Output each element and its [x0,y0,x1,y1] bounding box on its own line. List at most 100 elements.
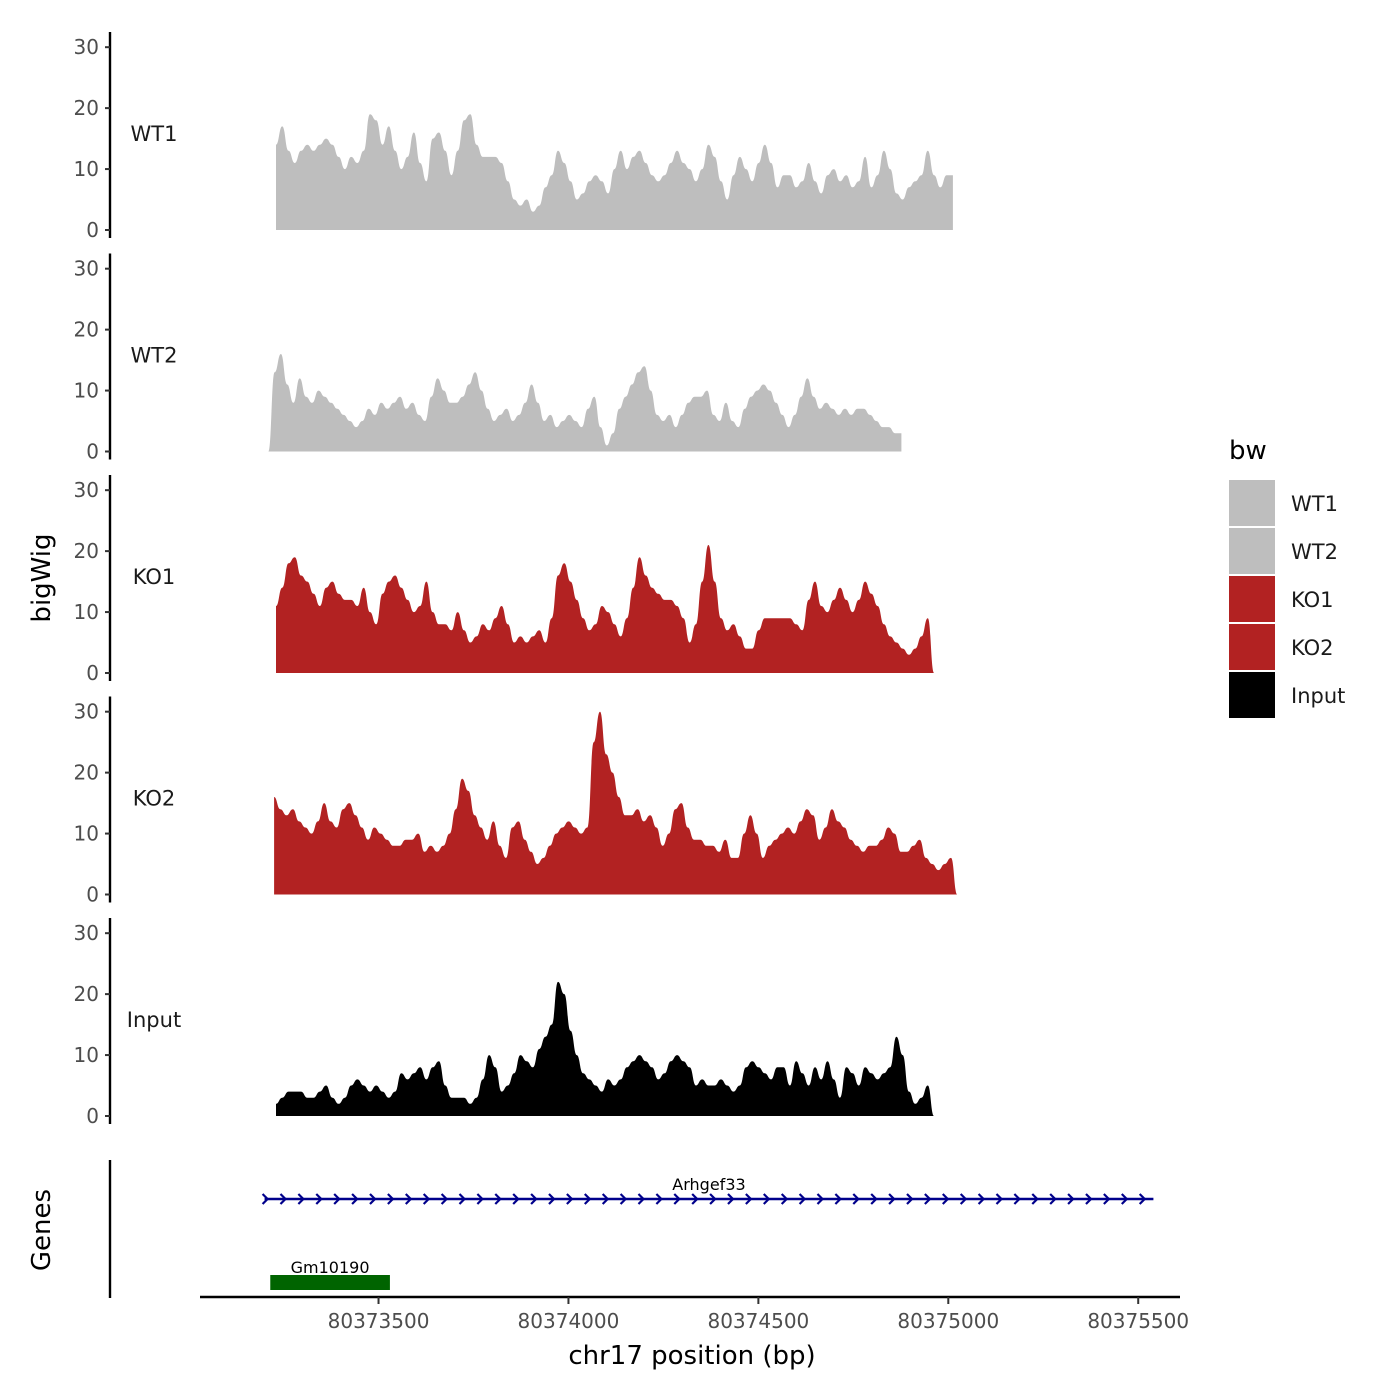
strand-arrow [566,1193,574,1205]
legend-swatch [1229,528,1275,574]
legend-label: KO1 [1291,588,1334,612]
strand-arrow [673,1193,681,1205]
track-wt1: 0 10 20 30 WT1 [74,32,953,242]
legend-item-wt2: WT2 [1229,528,1338,574]
strand-arrow [619,1193,628,1205]
legend-swatch [1229,480,1275,526]
legend-item-ko2: KO2 [1229,624,1334,670]
strand-arrow [691,1193,699,1205]
y-tick-label: 10 [74,1043,99,1067]
track-label-ko2: KO2 [133,787,176,811]
strand-arrow [977,1193,986,1205]
strand-arrow [583,1193,592,1205]
y-tick-label: 30 [74,478,99,502]
y-tick-label: 30 [74,35,99,59]
y-tick-label: 0 [86,883,99,907]
strand-arrow [387,1193,395,1205]
legend: bw WT1 WT2 KO1 KO2 Input [1229,436,1345,718]
legend-swatch [1229,576,1275,622]
track-label-input: Input [127,1008,181,1032]
strand-arrow [852,1193,860,1205]
strand-arrow [1138,1193,1147,1205]
x-tick-label: 80373500 [328,1309,430,1333]
x-tick-label: 80375500 [1087,1309,1189,1333]
strand-arrow [1120,1193,1129,1205]
strand-arrow [404,1193,413,1205]
strand-arrow [279,1193,288,1205]
strand-arrow [297,1193,305,1205]
y-tick-label: 30 [74,700,99,724]
strand-arrow [906,1193,914,1205]
strand-arrow [530,1193,538,1205]
gene-label: Gm10190 [291,1258,370,1277]
legend-item-wt1: WT1 [1229,480,1338,526]
strand-arrow [333,1193,341,1205]
strand-arrow [816,1193,825,1205]
gene-track: Arhgef33 Gm10190 [108,1160,1154,1298]
legend-item-ko1: KO1 [1229,576,1334,622]
strand-arrow [655,1193,663,1205]
strand-arrow [924,1193,932,1205]
gene-exon [270,1275,390,1290]
strand-arrow [1031,1193,1039,1205]
y-tick-label: 20 [74,96,99,120]
strand-arrow [1067,1193,1075,1205]
legend-swatch [1229,624,1275,670]
strand-arrow [512,1193,520,1205]
strand-arrow [1103,1193,1111,1205]
y-tick-label: 10 [74,157,99,181]
genes-axis-title: Genes [27,1189,57,1271]
strand-arrow [727,1193,735,1205]
strand-arrow [834,1193,842,1205]
x-tick-label: 80374000 [518,1309,620,1333]
strand-arrow [959,1193,968,1205]
x-axis: 80373500 80374000 80374500 80375000 80375500 [200,1295,1189,1333]
track-label-wt1: WT1 [131,122,178,146]
track-ko1: 0 10 20 30 KO1 [74,475,935,685]
strand-arrow [369,1193,377,1205]
y-tick-label: 20 [74,761,99,785]
legend-item-input: Input [1229,672,1345,718]
gene-gm10190: Gm10190 [270,1258,390,1290]
y-tick-label: 10 [74,822,99,846]
y-tick-label: 0 [86,218,99,242]
y-tick-label: 10 [74,379,99,403]
strand-arrow [315,1193,323,1205]
strand-arrow [422,1193,431,1205]
area-ko2 [274,711,958,895]
track-label-wt2: WT2 [131,344,178,368]
y-tick-label: 30 [74,257,99,281]
strand-arrow [1085,1193,1093,1205]
strand-arrow [762,1193,771,1205]
strand-arrow [1013,1193,1021,1205]
y-tick-label: 20 [74,318,99,342]
track-input: 0 10 20 30 Input [74,918,935,1128]
area-ko1 [276,545,935,673]
legend-label: KO2 [1291,636,1334,660]
legend-label: WT2 [1291,540,1338,564]
strand-arrow [458,1193,467,1205]
y-tick-label: 30 [74,921,99,945]
track-wt2: 0 10 20 30 WT2 [74,253,902,464]
strand-arrow [870,1193,878,1205]
gene-arhgef33: Arhgef33 [261,1175,1154,1205]
strand-arrow [745,1193,753,1205]
strand-arrow [1049,1193,1057,1205]
strand-arrow [440,1193,449,1205]
strand-arrow [995,1193,1004,1205]
x-tick-label: 80374500 [707,1309,809,1333]
x-axis-title: chr17 position (bp) [568,1341,815,1371]
strand-arrow [941,1193,950,1205]
track-label-ko1: KO1 [133,565,176,589]
signal-tracks: 0 10 20 30 WT1 0 10 20 30 WT2 0 10 20 30 KO1 0 10 20 30 KO2… [74,32,958,1128]
y-tick-label: 20 [74,539,99,563]
strand-arrow [494,1193,502,1205]
y-tick-label: 10 [74,600,99,624]
x-tick-label: 80375000 [897,1309,999,1333]
strand-arrow [548,1193,556,1205]
track-ko2: 0 10 20 30 KO2 [74,696,958,907]
legend-label: WT1 [1291,492,1338,516]
area-wt2 [268,354,902,452]
strand-arrow [476,1193,484,1205]
